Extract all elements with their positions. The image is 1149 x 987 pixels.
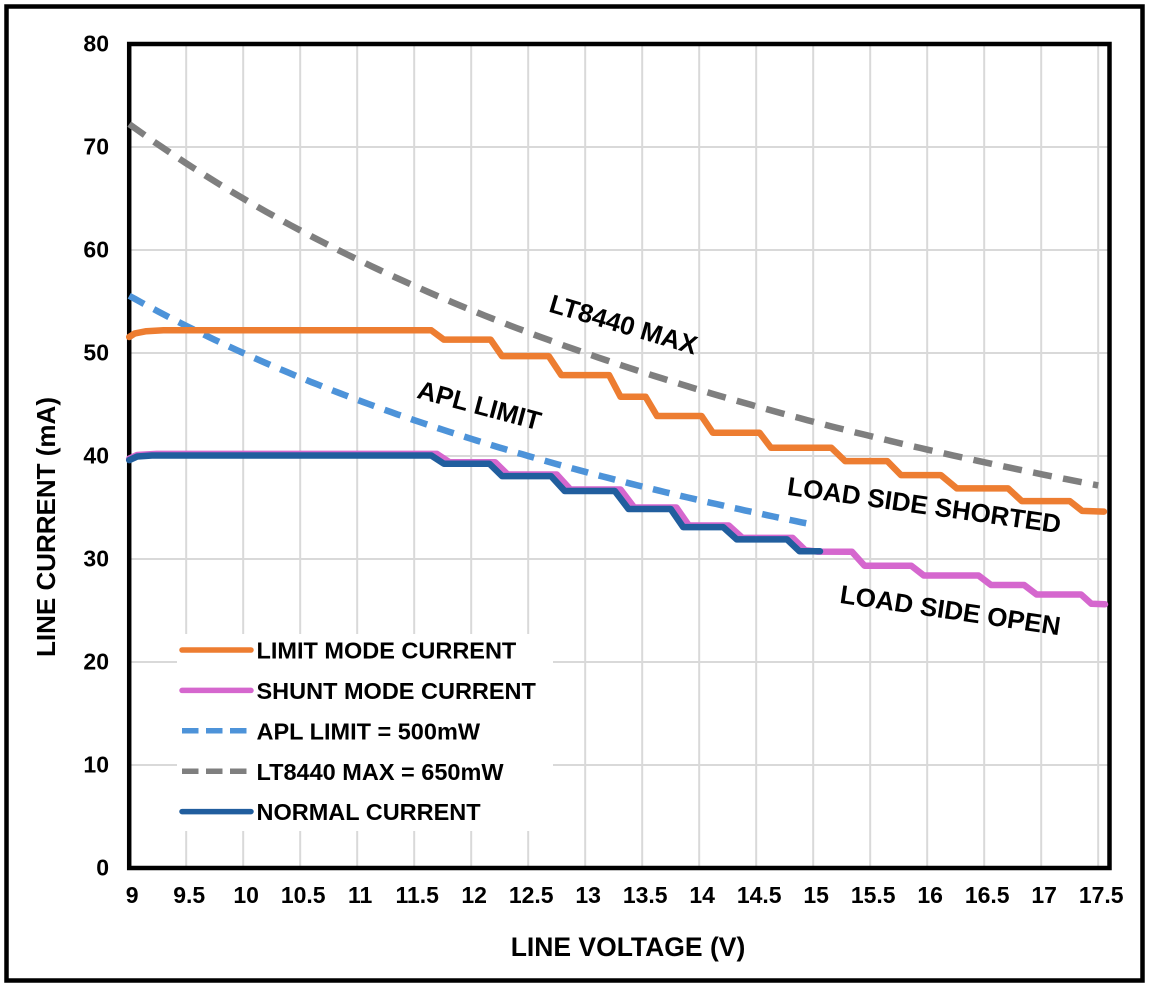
- svg-text:13.5: 13.5: [623, 882, 668, 908]
- svg-text:SHUNT MODE CURRENT: SHUNT MODE CURRENT: [257, 678, 537, 704]
- svg-text:12.5: 12.5: [509, 882, 554, 908]
- svg-text:10: 10: [83, 752, 109, 778]
- svg-text:17: 17: [1031, 882, 1057, 908]
- svg-text:40: 40: [83, 443, 109, 469]
- svg-text:80: 80: [83, 31, 109, 57]
- svg-text:10.5: 10.5: [281, 882, 326, 908]
- svg-text:13: 13: [575, 882, 601, 908]
- svg-text:NORMAL CURRENT: NORMAL CURRENT: [257, 799, 482, 825]
- svg-text:14: 14: [689, 882, 715, 908]
- svg-text:16.5: 16.5: [965, 882, 1010, 908]
- svg-text:0: 0: [96, 855, 109, 881]
- svg-text:11.5: 11.5: [395, 882, 439, 908]
- svg-text:60: 60: [83, 237, 109, 263]
- svg-text:50: 50: [83, 340, 109, 366]
- svg-text:15: 15: [803, 882, 829, 908]
- svg-text:LT8440 MAX = 650mW: LT8440 MAX = 650mW: [257, 759, 505, 785]
- svg-text:70: 70: [83, 134, 109, 160]
- svg-text:20: 20: [83, 649, 109, 675]
- svg-text:17.5: 17.5: [1079, 882, 1124, 908]
- svg-text:12: 12: [461, 882, 487, 908]
- svg-text:LINE VOLTAGE (V): LINE VOLTAGE (V): [511, 932, 746, 962]
- svg-text:16: 16: [917, 882, 943, 908]
- svg-text:14.5: 14.5: [737, 882, 782, 908]
- svg-text:LINE CURRENT (mA): LINE CURRENT (mA): [31, 397, 61, 657]
- svg-text:30: 30: [83, 546, 109, 572]
- svg-text:9.5: 9.5: [173, 882, 205, 908]
- svg-text:LIMIT MODE CURRENT: LIMIT MODE CURRENT: [257, 638, 517, 664]
- svg-text:9: 9: [126, 882, 139, 908]
- svg-text:11: 11: [348, 882, 373, 908]
- svg-text:10: 10: [233, 882, 259, 908]
- svg-text:APL LIMIT = 500mW: APL LIMIT = 500mW: [257, 718, 481, 744]
- svg-text:15.5: 15.5: [851, 882, 896, 908]
